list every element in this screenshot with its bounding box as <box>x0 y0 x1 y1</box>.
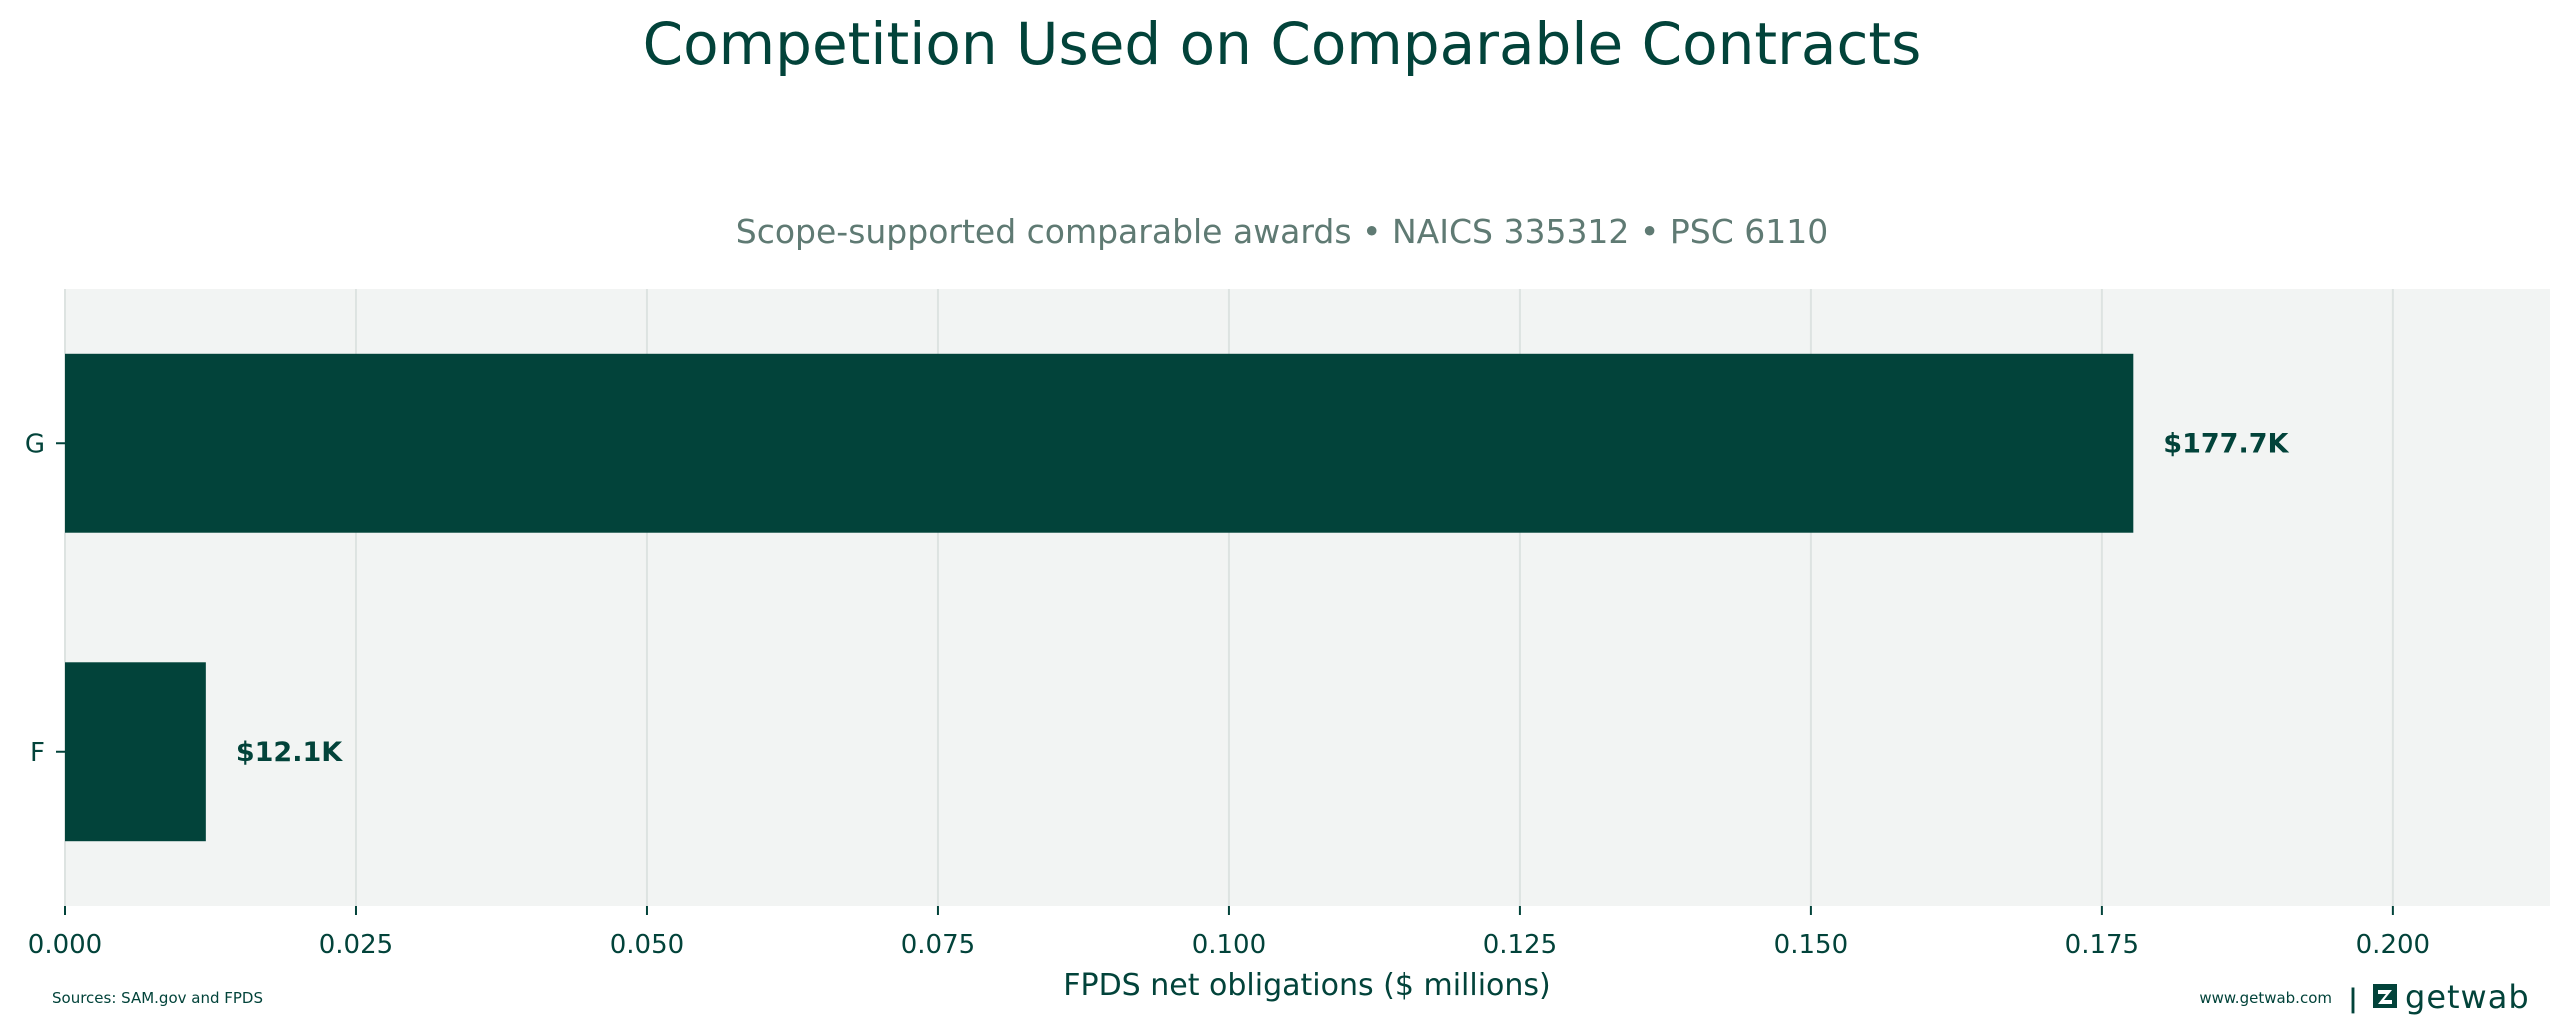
x-tick-label: 0.175 <box>2065 930 2139 960</box>
y-tick-label-F: F <box>30 738 45 768</box>
getwab-logo-icon <box>2373 984 2397 1008</box>
data-label-G: $177.7K <box>2163 428 2289 459</box>
y-tick-label-G: G <box>25 429 45 459</box>
bars: $177.7K $12.1K <box>65 353 2290 842</box>
axes: 0.000 0.025 0.050 0.075 0.100 0.125 0.150 0.175… <box>25 429 2430 960</box>
x-tick-label: 0.000 <box>28 930 102 960</box>
brand-name: getwab <box>2405 978 2530 1016</box>
x-tick-label: 0.200 <box>2356 930 2430 960</box>
x-tick-label: 0.025 <box>319 930 393 960</box>
chart-title: Competition Used on Comparable Contracts <box>643 10 1922 78</box>
bar-F <box>65 662 206 842</box>
website-link[interactable]: www.getwab.com <box>2199 989 2332 1007</box>
bar-G <box>65 353 2134 533</box>
x-tick-label: 0.100 <box>1192 930 1266 960</box>
footer-separator: | <box>2348 984 2358 1014</box>
x-tick-label: 0.150 <box>1774 930 1848 960</box>
x-tick-label: 0.125 <box>1483 930 1557 960</box>
x-axis-label: FPDS net obligations ($ millions) <box>1063 968 1551 1003</box>
x-tick-label: 0.050 <box>610 930 684 960</box>
chart-subtitle: Scope-supported comparable awards • NAIC… <box>736 212 1828 251</box>
data-label-F: $12.1K <box>236 737 343 768</box>
sources-note: Sources: SAM.gov and FPDS <box>52 989 263 1007</box>
x-tick-label: 0.075 <box>901 930 975 960</box>
